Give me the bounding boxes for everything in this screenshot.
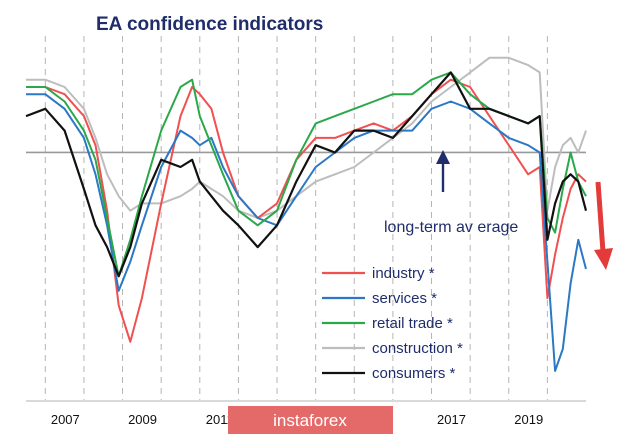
legend-label: services * <box>372 290 437 307</box>
trend-down-arrow-icon <box>594 248 613 270</box>
x-tick-label: 2017 <box>437 412 466 427</box>
series-line-consumers <box>25 71 588 278</box>
legend-label: industry * <box>372 265 435 282</box>
watermark-text: instaforex <box>273 411 347 430</box>
x-tick-label: 2009 <box>128 412 157 427</box>
trend-arrow-shaft <box>595 181 606 253</box>
legend-label: retail trade * <box>372 315 453 332</box>
series-lines <box>25 56 588 372</box>
series-line-services <box>26 93 587 372</box>
watermark-banner <box>228 406 393 434</box>
vertical-grid <box>44 36 548 400</box>
x-tick-label: 2019 <box>514 412 543 427</box>
chart-title: EA confidence indicators <box>96 14 323 35</box>
legend: industry * services * retail trade * constr… <box>322 265 463 382</box>
x-tick-labels: 2007 2009 2011 2017 2019 <box>51 412 543 427</box>
legend-label: construction * <box>372 340 463 357</box>
x-tick-label: 2011 <box>206 412 234 427</box>
x-axis-baseline <box>26 400 586 402</box>
average-arrow-icon <box>436 150 450 164</box>
x-tick-label: 2007 <box>51 412 80 427</box>
average-annotation: long-term av erage <box>384 219 518 236</box>
legend-label: consumers * <box>372 365 456 382</box>
series-line-construction <box>26 56 587 219</box>
series-line-industry <box>26 78 587 343</box>
